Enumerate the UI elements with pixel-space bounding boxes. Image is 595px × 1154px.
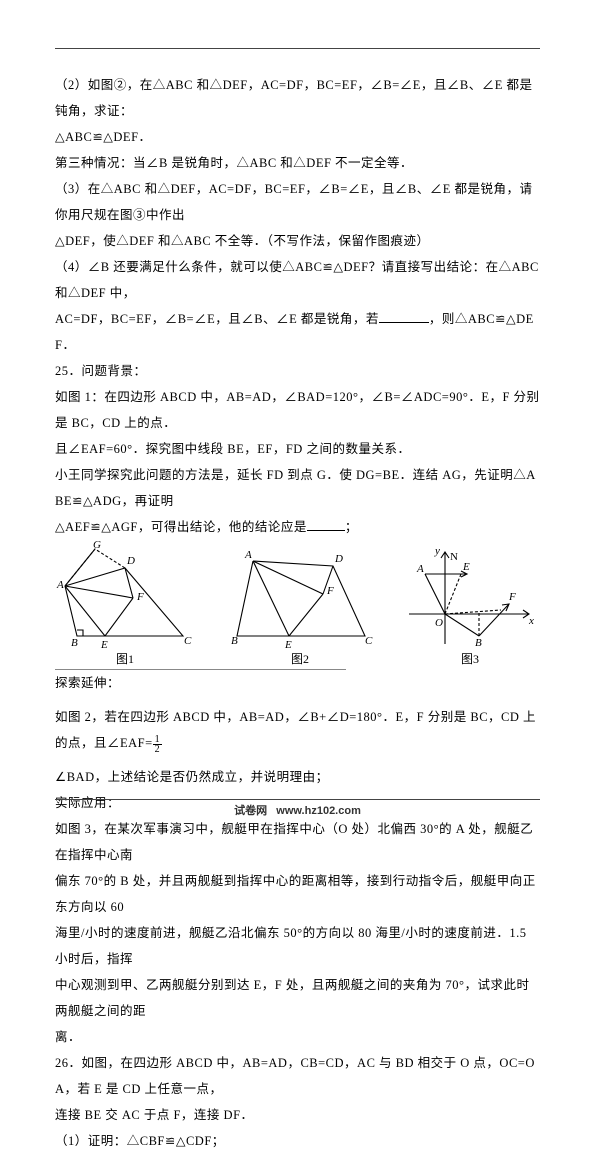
fraction-half: 12: [153, 735, 163, 754]
line-4-2: AC=DF，BC=EF，∠B=∠E，且∠B、∠E 都是锐角，若，则△ABC≌△D…: [55, 306, 540, 358]
line-case3: 第三种情况：当∠B 是锐角时，△ABC 和△DEF 不一定全等．: [55, 150, 540, 176]
figure-3: A E N O B F x y 图3: [405, 546, 535, 667]
fig2-B: B: [231, 635, 238, 647]
fig1-E: E: [100, 639, 108, 651]
footer-rule: [55, 799, 540, 800]
line-3-1: （3）在△ABC 和△DEF，AC=DF，BC=EF，∠B=∠E，且∠B、∠E …: [55, 176, 540, 228]
fig3-x: x: [528, 615, 534, 627]
line-25-4a: △AEF≌△AGF，可得出结论，他的结论应是: [55, 520, 307, 534]
figure-1-caption: 图1: [116, 650, 134, 667]
line-25-4: △AEF≌△AGF，可得出结论，他的结论应是 ；: [55, 514, 540, 540]
line-2-1: （2）如图②，在△ABC 和△DEF，AC=DF，BC=EF，∠B=∠E，且∠B…: [55, 72, 540, 124]
fig3-F: F: [508, 591, 516, 603]
fig3-y: y: [434, 545, 440, 557]
figure-3-svg: A E N O B F x y: [405, 546, 535, 648]
line-25-4b: ；: [345, 520, 358, 534]
figure-3-caption: 图3: [461, 650, 479, 667]
line-4-1: （4）∠B 还要满足什么条件，就可以使△ABC≌△DEF？请直接写出结论：在△A…: [55, 254, 540, 306]
footer: 试卷网 www.hz102.com: [0, 802, 595, 818]
line-25-title: 25．问题背景：: [55, 358, 540, 384]
spacer-1: [55, 696, 540, 704]
line-explore-title: 探索延伸：: [55, 670, 540, 696]
content-area: （2）如图②，在△ABC 和△DEF，AC=DF，BC=EF，∠B=∠E，且∠B…: [55, 72, 540, 1154]
figure-2-svg: A D C B E F: [225, 546, 375, 648]
fig1-B: B: [71, 637, 78, 649]
line-apply-2: 偏东 70°的 B 处，并且两舰艇到指挥中心的距离相等，接到行动指令后，舰艇甲向…: [55, 868, 540, 920]
footer-url: www.hz102.com: [276, 805, 361, 817]
figure-1-svg: A D C B E F G: [55, 546, 195, 648]
fig1-F: F: [136, 591, 144, 603]
fig3-E: E: [462, 561, 470, 573]
fig1-G: G: [93, 539, 101, 551]
line-25-1: 如图 1：在四边形 ABCD 中，AB=AD，∠BAD=120°，∠B=∠ADC…: [55, 384, 540, 436]
spacer-2: [55, 756, 540, 764]
line-2-2: △ABC≌△DEF．: [55, 124, 540, 150]
frac-d: 2: [153, 745, 163, 754]
line-explore-1a: 如图 2，若在四边形 ABCD 中，AB=AD，∠B+∠D=180°．E，F 分…: [55, 710, 536, 750]
figure-1: A D C B E F G 图1: [55, 546, 195, 667]
line-25-3: 小王同学探究此问题的方法是，延长 FD 到点 G．使 DG=BE．连结 AG，先…: [55, 462, 540, 514]
line-25-2: 且∠EAF=60°．探究图中线段 BE，EF，FD 之间的数量关系．: [55, 436, 540, 462]
line-apply-5: 离．: [55, 1024, 540, 1050]
fig1-A: A: [56, 579, 64, 591]
figure-2-caption: 图2: [291, 650, 309, 667]
line-26-1: 26．如图，在四边形 ABCD 中，AB=AD，CB=CD，AC 与 BD 相交…: [55, 1050, 540, 1102]
figure-2: A D C B E F 图2: [225, 546, 375, 667]
fig1-D: D: [126, 555, 135, 567]
fig3-B: B: [475, 637, 482, 649]
fig3-O: O: [435, 617, 443, 629]
line-26-3: （1）证明：△CBF≌△CDF；: [55, 1128, 540, 1154]
fig3-A: A: [416, 563, 424, 575]
figure-row: A D C B E F G 图1: [55, 546, 540, 667]
line-explore-1: 如图 2，若在四边形 ABCD 中，AB=AD，∠B+∠D=180°．E，F 分…: [55, 704, 540, 756]
blank-1: [379, 311, 429, 323]
fig2-C: C: [365, 635, 373, 647]
fig3-N: N: [450, 551, 458, 563]
line-apply-3: 海里/小时的速度前进，舰艇乙沿北偏东 50°的方向以 80 海里/小时的速度前进…: [55, 920, 540, 972]
blank-2: [307, 519, 345, 531]
line-explore-2: ∠BAD，上述结论是否仍然成立，并说明理由；: [55, 764, 540, 790]
footer-label: 试卷网: [234, 805, 267, 817]
line-apply-4: 中心观测到甲、乙两舰艇分别到达 E，F 处，且两舰艇之间的夹角为 70°，试求此…: [55, 972, 540, 1024]
fig2-D: D: [334, 553, 343, 565]
line-3-2: △DEF，使△DEF 和△ABC 不全等．（不写作法，保留作图痕迹）: [55, 228, 540, 254]
page: （2）如图②，在△ABC 和△DEF，AC=DF，BC=EF，∠B=∠E，且∠B…: [0, 0, 595, 842]
line-apply-1: 如图 3，在某次军事演习中，舰艇甲在指挥中心（O 处）北偏西 30°的 A 处，…: [55, 816, 540, 868]
fig1-C: C: [184, 635, 192, 647]
line-26-2: 连接 BE 交 AC 于点 F，连接 DF．: [55, 1102, 540, 1128]
header-rule: [55, 48, 540, 49]
fig2-A: A: [244, 549, 252, 561]
line-4-2a: AC=DF，BC=EF，∠B=∠E，且∠B、∠E 都是锐角，若: [55, 312, 379, 326]
fig2-F: F: [326, 585, 334, 597]
